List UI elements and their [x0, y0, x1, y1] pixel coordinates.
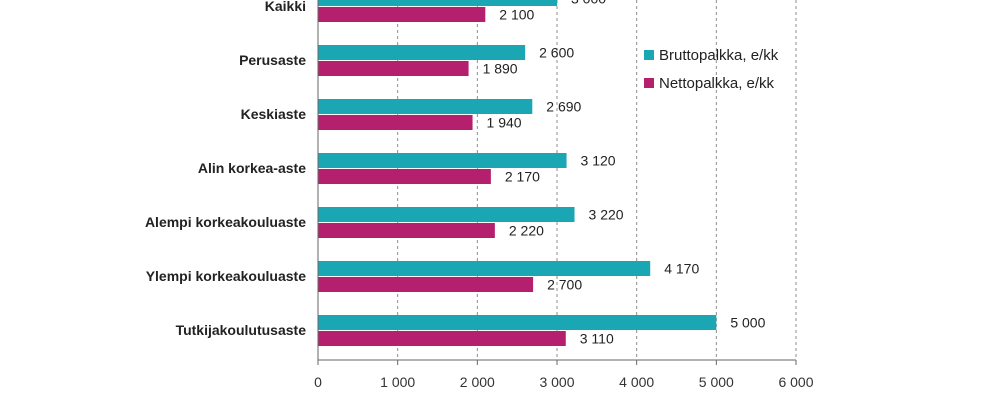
- data-label-netto-1: 1 890: [483, 61, 518, 77]
- legend-swatch-brutto: [644, 50, 654, 60]
- data-labels: 3 000 2 100 2 600 1 890 2 690 1 940 3 120 2 170…: [483, 0, 766, 347]
- data-label-brutto-1: 2 600: [539, 45, 574, 61]
- x-axis: 0 1 000 2 000 3 000 4 000 5 000 6 000: [314, 0, 814, 390]
- data-label-brutto-3: 3 120: [581, 153, 616, 169]
- bar-netto-2: [318, 115, 473, 130]
- x-tick-label-6: 6 000: [778, 374, 813, 390]
- data-label-brutto-4: 3 220: [589, 207, 624, 223]
- data-label-netto-3: 2 170: [505, 169, 540, 185]
- bar-brutto-3: [318, 153, 567, 168]
- data-label-netto-0: 2 100: [499, 7, 534, 23]
- bar-brutto-2: [318, 99, 533, 114]
- legend: Bruttopalkka, e/kk Nettopalkka, e/kk: [644, 47, 779, 92]
- category-label-1: Perusaste: [239, 52, 306, 68]
- data-label-brutto-0: 3 000: [571, 0, 606, 7]
- x-tick-label-5: 5 000: [699, 374, 734, 390]
- bar-netto-4: [318, 223, 495, 238]
- x-tick-label-3: 3 000: [539, 374, 574, 390]
- category-labels: Kaikki Perusaste Keskiaste Alin korkea-aste…: [145, 0, 306, 338]
- bar-netto-1: [318, 61, 469, 76]
- category-label-6: Tutkijakoulutusaste: [176, 322, 307, 338]
- x-tick-label-2: 2 000: [460, 374, 495, 390]
- data-label-netto-5: 2 700: [547, 277, 582, 293]
- data-label-brutto-6: 5 000: [730, 315, 765, 331]
- data-label-brutto-5: 4 170: [664, 261, 699, 277]
- legend-label-brutto: Bruttopalkka, e/kk: [659, 47, 779, 64]
- bar-brutto-0: [318, 0, 557, 6]
- category-label-2: Keskiaste: [241, 106, 307, 122]
- category-label-4: Alempi korkeakouluaste: [145, 214, 306, 230]
- bars: [318, 0, 717, 346]
- bar-netto-6: [318, 331, 566, 346]
- x-tick-label-4: 4 000: [619, 374, 654, 390]
- bar-netto-0: [318, 7, 486, 22]
- legend-label-netto: Nettopalkka, e/kk: [659, 75, 775, 92]
- legend-swatch-netto: [644, 78, 654, 88]
- data-label-brutto-2: 2 690: [546, 99, 581, 115]
- data-label-netto-2: 1 940: [487, 115, 522, 131]
- bar-netto-5: [318, 277, 534, 292]
- data-label-netto-4: 2 220: [509, 223, 544, 239]
- bar-brutto-5: [318, 261, 651, 276]
- category-label-5: Ylempi korkeakouluaste: [146, 268, 307, 284]
- x-tick-label-1: 1 000: [380, 374, 415, 390]
- bar-netto-3: [318, 169, 491, 184]
- category-label-3: Alin korkea-aste: [198, 160, 306, 176]
- bar-brutto-1: [318, 45, 526, 60]
- x-tick-label-0: 0: [314, 374, 322, 390]
- bar-brutto-6: [318, 315, 717, 330]
- category-label-0: Kaikki: [265, 0, 306, 14]
- bar-brutto-4: [318, 207, 575, 222]
- data-label-netto-6: 3 110: [580, 331, 614, 347]
